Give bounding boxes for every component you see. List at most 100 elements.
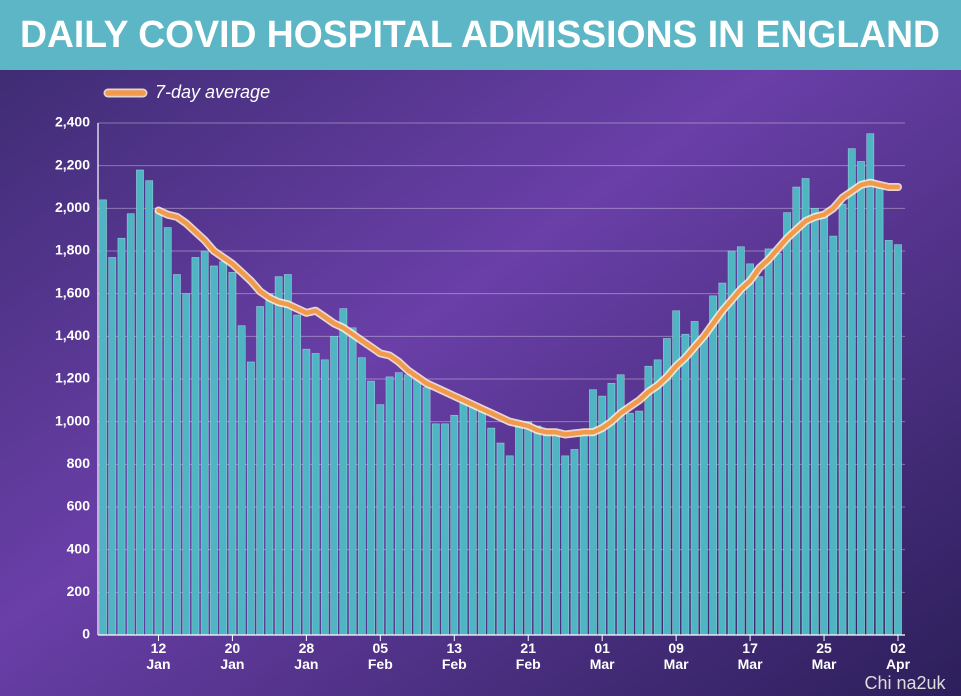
bar [413, 378, 422, 636]
x-tick-label: 13 Feb [441, 640, 467, 672]
bar [357, 357, 366, 636]
bar [265, 293, 274, 636]
bar [256, 306, 265, 636]
x-tick-label: 17 Mar [737, 640, 763, 672]
bar [653, 359, 662, 636]
bar [699, 336, 708, 636]
bar [182, 293, 191, 636]
bar [441, 423, 449, 636]
bar [367, 380, 375, 636]
bar [237, 325, 246, 636]
bar [515, 425, 523, 636]
bar [126, 213, 135, 636]
y-tick-label: 400 [67, 540, 91, 556]
bar [635, 410, 644, 636]
x-tick-label: 20 Jan [220, 640, 245, 672]
bar [302, 348, 311, 636]
bar [311, 353, 320, 636]
bar [163, 227, 172, 636]
bar [718, 282, 727, 636]
bar [894, 244, 902, 636]
y-tick-label: 200 [67, 583, 91, 599]
bar [136, 169, 144, 636]
bar [505, 455, 514, 636]
bar [884, 240, 893, 636]
title-banner [0, 0, 961, 70]
bar [330, 336, 339, 636]
bar [422, 387, 431, 636]
bar [173, 274, 181, 636]
bar [348, 327, 357, 636]
bar [820, 212, 828, 636]
y-tick-label: 1,200 [55, 370, 90, 386]
bar [709, 295, 718, 636]
bar [450, 414, 459, 636]
line [156, 180, 901, 437]
bar [385, 376, 394, 636]
bar [478, 410, 486, 636]
bar [283, 274, 292, 636]
bar [783, 212, 791, 636]
bar [496, 442, 505, 636]
bar [99, 199, 107, 636]
x-tick-label: 01 Mar [589, 640, 615, 672]
y-tick-label: 2,000 [55, 199, 90, 215]
bar [394, 372, 403, 636]
bar [117, 237, 126, 636]
y-tick-label: 1,400 [55, 327, 90, 343]
bar [838, 203, 847, 636]
bar [681, 333, 690, 636]
bar [561, 455, 570, 636]
bar [690, 321, 699, 636]
x-tick-label: 25 Mar [811, 640, 837, 672]
bar [200, 250, 209, 636]
bar [145, 180, 154, 636]
bar [746, 263, 754, 636]
bar [801, 178, 810, 636]
bar [773, 252, 782, 636]
bar [857, 161, 865, 636]
y-tick-label: 1,000 [55, 412, 90, 428]
bar [320, 359, 329, 636]
bar [293, 314, 302, 636]
bar [431, 423, 440, 636]
bar [274, 276, 283, 636]
bar [228, 272, 237, 636]
watermark: Chi na2uk [864, 673, 946, 693]
bar [810, 208, 819, 636]
bar [570, 449, 579, 636]
x-tick-label: 02 Apr [885, 640, 911, 672]
bar [376, 404, 385, 636]
bar [487, 427, 496, 636]
y-tick-label: 1,600 [55, 284, 90, 300]
x-tick-label: 05 Feb [367, 640, 393, 672]
bar [108, 257, 117, 636]
bar [468, 406, 477, 636]
bar [219, 261, 228, 636]
bar [875, 186, 884, 636]
bar [589, 389, 597, 636]
bar [404, 374, 412, 636]
bar [247, 361, 255, 636]
y-tick-label: 1,800 [55, 242, 90, 258]
bar [533, 425, 542, 636]
bar [644, 365, 653, 636]
bar [191, 257, 200, 636]
y-tick-label: 2,400 [55, 114, 90, 130]
bar [552, 434, 560, 636]
bar [829, 235, 838, 636]
bar [542, 429, 551, 636]
bar [755, 276, 764, 636]
y-tick-label: 0 [82, 626, 90, 642]
bar [154, 210, 163, 636]
x-tick-label: 28 Jan [294, 640, 319, 672]
bar [847, 148, 856, 636]
x-tick-label: 12 Jan [146, 640, 171, 672]
bar [524, 421, 533, 636]
bar [736, 246, 745, 636]
y-tick-label: 600 [67, 498, 91, 514]
y-tick-label: 800 [67, 455, 91, 471]
bar [792, 186, 801, 636]
legend-label: 7-day average [155, 82, 270, 102]
